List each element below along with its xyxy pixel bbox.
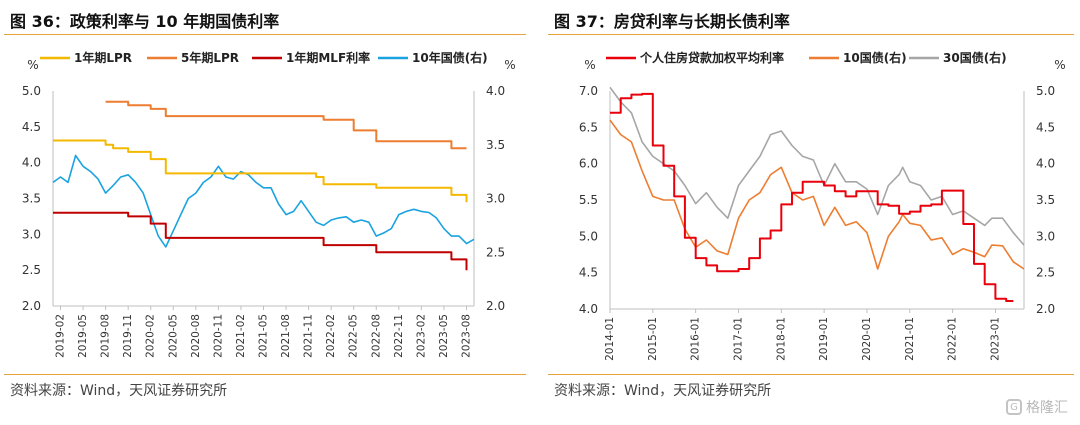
series-line	[53, 139, 468, 203]
source-note: 资料来源：Wind，天风证券研究所	[10, 383, 228, 399]
y-right-unit: %	[504, 58, 515, 72]
y-left-tick-label: 3.5	[22, 192, 41, 206]
y-left-unit: %	[27, 58, 38, 72]
figure-title: 图 36：政策利率与 10 年期国债利率	[10, 12, 280, 31]
y-right-tick-label: 3.0	[1036, 229, 1055, 243]
x-tick-label: 2021-01	[904, 317, 916, 361]
y-right-tick-label: 2.5	[486, 245, 505, 259]
y-right-tick-label: 2.0	[486, 299, 505, 313]
legend-label: 10国债(右)	[843, 50, 907, 65]
x-tick-label: 2022-11	[393, 314, 405, 358]
y-left-tick-label: 3.0	[22, 227, 41, 241]
x-tick-label: 2021-05	[258, 314, 270, 358]
gelonghui-logo-icon: G	[1006, 399, 1022, 415]
x-tick-label: 2019-01	[818, 317, 830, 361]
title-rule	[4, 34, 526, 35]
y-right-tick-label: 2.5	[1036, 266, 1055, 280]
y-right-tick-label: 4.0	[1036, 157, 1055, 171]
x-tick-label: 2019-08	[100, 314, 112, 358]
x-tick-label: 2023-05	[438, 314, 450, 358]
watermark: G 格隆汇	[1006, 397, 1068, 417]
y-left-tick-label: 4.5	[579, 266, 598, 280]
y-right-tick-label: 2.0	[1036, 302, 1055, 316]
x-tick-label: 2023-02	[415, 314, 427, 358]
legend-label: 1年期MLF利率	[286, 50, 370, 65]
x-tick-label: 2020-05	[167, 314, 179, 358]
x-tick-label: 2018-01	[775, 317, 787, 361]
y-right-tick-label: 3.5	[1036, 193, 1055, 207]
x-tick-label: 2020-01	[861, 317, 873, 361]
x-tick-label: 2022-02	[325, 314, 337, 358]
x-tick-label: 2017-01	[732, 317, 744, 361]
x-tick-label: 2019-02	[55, 314, 67, 358]
y-right-unit: %	[1054, 58, 1065, 72]
series-line	[609, 119, 1025, 270]
source-note: 资料来源：Wind，天风证券研究所	[554, 383, 772, 399]
x-tick-label: 2015-01	[647, 317, 659, 361]
x-tick-label: 2021-08	[280, 314, 292, 358]
x-tick-label: 2019-11	[122, 314, 134, 358]
y-right-tick-label: 3.0	[486, 192, 505, 206]
x-tick-label: 2021-02	[235, 314, 247, 358]
y-left-tick-label: 4.0	[579, 302, 598, 316]
y-left-tick-label: 5.0	[22, 84, 41, 98]
y-left-tick-label: 5.5	[579, 193, 598, 207]
legend-label: 5年期LPR	[181, 50, 239, 65]
legend-label: 个人住房贷款加权平均利率	[639, 50, 784, 65]
chart-figure-37: % % 7.0 6.5 6.0 5.5 5.0 4.5 4.0 5.0 4.5 4.0 3.5 3.0 2.…	[579, 50, 1066, 361]
y-left-tick-label: 7.0	[579, 84, 598, 98]
x-tick-label: 2023-08	[460, 314, 472, 358]
x-tick-label: 2022-05	[348, 314, 360, 358]
x-tick-label: 2021-11	[303, 314, 315, 358]
legend-label: 10年国债(右)	[412, 50, 488, 65]
x-tick-label: 2014-01	[604, 317, 616, 361]
series-line	[105, 100, 467, 150]
series-line	[610, 92, 1014, 302]
y-left-tick-label: 6.0	[579, 157, 598, 171]
y-right-tick-label: 4.0	[486, 84, 505, 98]
legend-label: 1年期LPR	[74, 50, 132, 65]
x-tick-label: 2020-08	[190, 314, 202, 358]
legend-label: 30国债(右)	[943, 50, 1007, 65]
x-tick-label: 2020-02	[145, 314, 157, 358]
x-tick-label: 2022-01	[947, 317, 959, 361]
x-tick-label: 2016-01	[690, 317, 702, 361]
y-left-unit: %	[584, 58, 595, 72]
figure-title: 图 37：房贷利率与长期长债利率	[554, 12, 790, 31]
figure-36-panel: 图 36：政策利率与 10 年期国债利率 %% 5.0 4.5 4.0 3.5 3.0 2.…	[0, 0, 532, 425]
source-rule	[548, 374, 1074, 375]
series-line	[52, 154, 475, 248]
chart-figure-36: % % 5.0 4.5 4.0 3.5 3.0 2.5 2.0 4.0 3.5 3.0 2.5 2.0 20…	[22, 50, 516, 358]
watermark-text: 格隆汇	[1026, 400, 1068, 416]
y-left-tick-label: 4.5	[22, 120, 41, 134]
y-left-tick-label: 6.5	[579, 120, 598, 134]
y-right-tick-label: 4.5	[1036, 120, 1055, 134]
y-left-tick-label: 2.0	[22, 299, 41, 313]
y-left-tick-label: 4.0	[22, 156, 41, 170]
x-tick-label: 2023-01	[989, 317, 1001, 361]
y-right-tick-label: 5.0	[1036, 84, 1055, 98]
series-line	[53, 211, 468, 271]
y-right-tick-label: 3.5	[486, 138, 505, 152]
source-rule	[4, 374, 526, 375]
x-tick-label: 2020-11	[212, 314, 224, 358]
x-tick-label: 2022-08	[370, 314, 382, 358]
figure-37-panel: 图 37：房贷利率与长期长债利率 %% 7.0 6.5 6.0 5.5 5.0 4.5 4.0…	[544, 0, 1080, 425]
y-left-tick-label: 2.5	[22, 263, 41, 277]
y-left-tick-label: 5.0	[579, 229, 598, 243]
title-rule	[548, 34, 1074, 35]
x-tick-label: 2019-05	[77, 314, 89, 358]
